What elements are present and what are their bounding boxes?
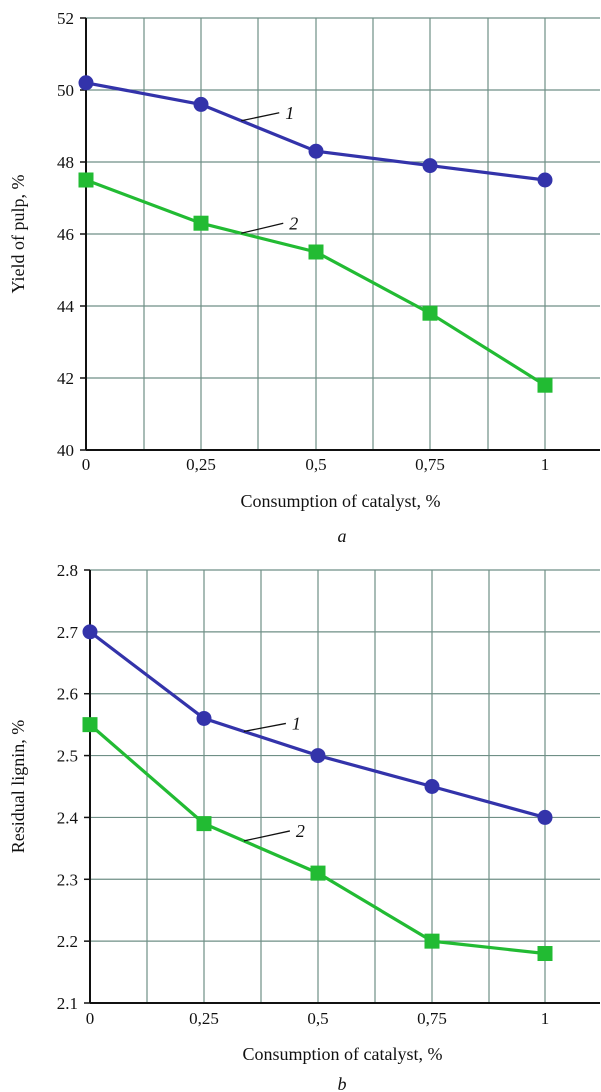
y-tick-label: 2.1: [57, 994, 78, 1013]
series-1-leader: [243, 722, 287, 733]
series-2-leader: [243, 830, 291, 842]
series-2-point: [537, 946, 553, 962]
series-1-point: [308, 143, 324, 159]
y-tick-label: 44: [57, 297, 75, 316]
y-tick-label: 40: [57, 441, 74, 460]
y-axis-title: Residual lignin, %: [8, 720, 28, 854]
series-1-point: [424, 779, 440, 794]
series-1-point: [193, 96, 209, 112]
x-axis-title: Consumption of catalyst, %: [241, 491, 441, 511]
series-2-point: [82, 717, 98, 733]
y-tick-label: 48: [57, 153, 74, 172]
x-tick-label: 0,75: [417, 1009, 447, 1028]
series-2-point: [78, 172, 94, 188]
series-2-point: [424, 933, 440, 949]
chart-panel-b: 2.1 2.2 2.3 2.4 2.5 2.6 2.7 2.8 0 0,25 0,5 0,75 1 Con…: [8, 561, 600, 1092]
x-tick-label: 0,5: [307, 1009, 328, 1028]
series-2-label: 2: [296, 821, 305, 841]
x-tick-label: 0,5: [305, 455, 326, 474]
y-axis-title: Yield of pulp, %: [8, 175, 28, 294]
series-1-point: [537, 172, 553, 188]
series-1-point: [82, 624, 98, 640]
y-tick-label: 46: [57, 225, 74, 244]
y-tick-label: 2.6: [57, 685, 78, 704]
y-tick-label: 2.8: [57, 561, 78, 580]
series-2-point: [310, 865, 326, 881]
x-tick-label: 0,25: [189, 1009, 219, 1028]
series-1-point: [422, 158, 438, 174]
series-2-point: [422, 305, 438, 321]
chart-panel-a: 40 42 44 46 48 50 52 0 0,25 0,5 0,75 1 Consumption o…: [8, 9, 600, 546]
x-tick-label: 0: [82, 455, 91, 474]
y-tick-label: 2.7: [57, 623, 79, 642]
series-1-point: [196, 710, 212, 726]
x-tick-label: 1: [541, 455, 550, 474]
series-1-point: [310, 748, 326, 764]
series-1-point: [537, 809, 553, 825]
y-tick-label: 2.3: [57, 870, 78, 889]
series-1-leader: [241, 112, 280, 122]
y-tick-label: 2.5: [57, 747, 78, 766]
series-2-point: [196, 816, 212, 832]
x-tick-label: 1: [541, 1009, 550, 1028]
x-tick-label: 0,75: [415, 455, 445, 474]
series-2-point: [193, 215, 209, 231]
series-2-point: [308, 244, 324, 260]
series-2-label: 2: [289, 213, 298, 233]
x-tick-label: 0,25: [186, 455, 216, 474]
y-tick-label: 2.2: [57, 932, 78, 951]
series-2-point: [537, 377, 553, 393]
series-1-label: 1: [285, 103, 294, 123]
x-tick-label: 0: [86, 1009, 95, 1028]
y-tick-label: 52: [57, 9, 74, 28]
panel-label: a: [338, 526, 347, 546]
y-tick-label: 42: [57, 369, 74, 388]
series-2-leader: [241, 222, 284, 234]
series-1-label: 1: [292, 713, 301, 733]
y-tick-label: 50: [57, 81, 74, 100]
series-1-point: [78, 75, 94, 91]
y-tick-label: 2.4: [57, 808, 79, 827]
x-axis-title: Consumption of catalyst, %: [243, 1044, 443, 1064]
panel-label: b: [338, 1074, 347, 1092]
